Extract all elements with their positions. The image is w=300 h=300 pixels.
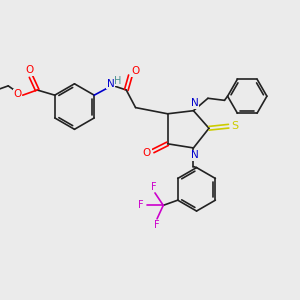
Text: F: F [154, 220, 160, 230]
Text: H: H [114, 76, 122, 86]
Text: F: F [138, 200, 143, 210]
Text: N: N [107, 79, 115, 89]
Text: O: O [131, 66, 140, 76]
Text: N: N [190, 150, 198, 160]
Text: O: O [26, 65, 34, 75]
Text: O: O [14, 89, 22, 99]
Text: S: S [231, 121, 239, 131]
Text: F: F [151, 182, 157, 192]
Text: O: O [143, 148, 151, 158]
Text: N: N [190, 98, 198, 108]
